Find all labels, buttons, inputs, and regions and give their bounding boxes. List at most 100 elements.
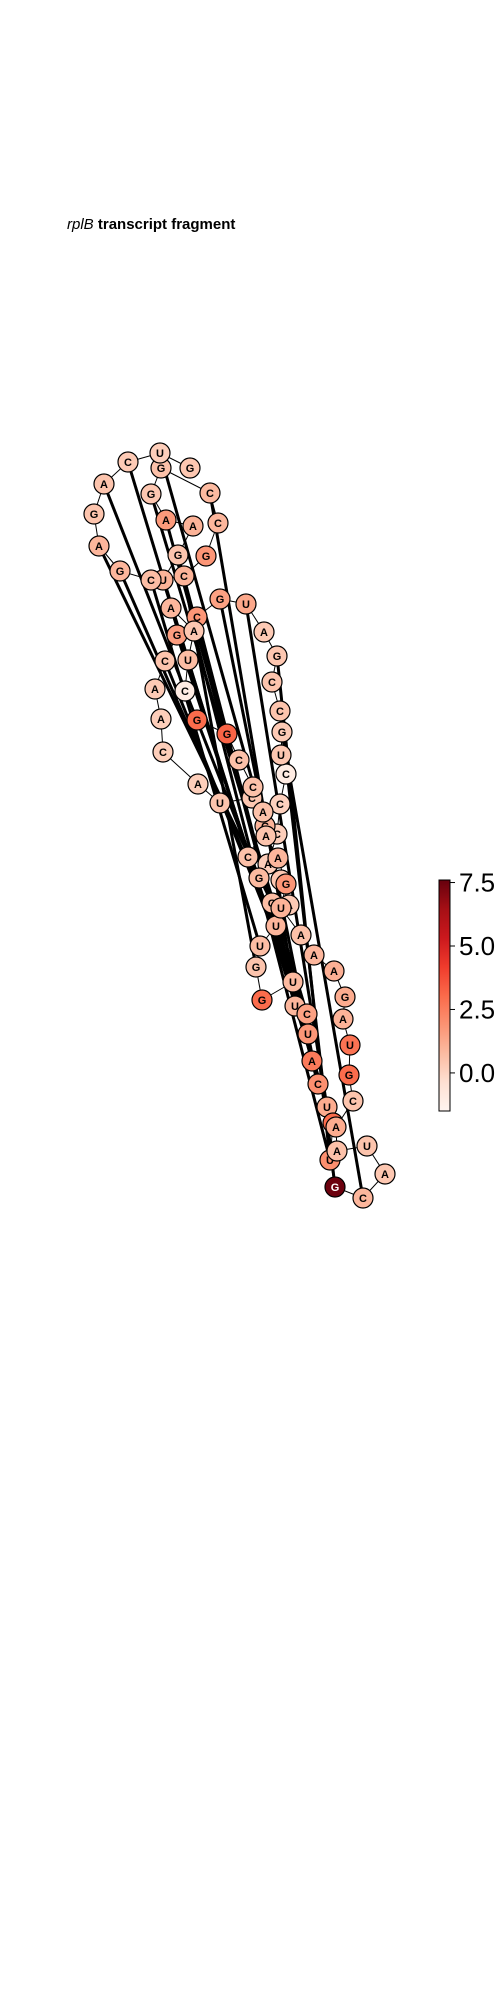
nucleotide: A: [183, 620, 205, 642]
nucleotide-label: G: [174, 550, 183, 562]
nucleotide-circle: [93, 473, 115, 495]
nucleotide: A: [155, 509, 177, 531]
nucleotide-circle: [249, 935, 271, 957]
nucleotide-label: C: [161, 656, 169, 668]
nucleotide-label: C: [249, 782, 257, 794]
nucleotide-circle: [356, 1135, 378, 1157]
nucleotide: U: [339, 1034, 361, 1056]
nucleotide-label: C: [282, 769, 290, 781]
nucleotide-label: A: [194, 779, 202, 791]
nucleotide-label: U: [291, 1001, 299, 1013]
nucleotide-nodes: ACACCCUGCCGAUGCGCAACAUCCCGGUUGGUUCUACUGU…: [83, 442, 396, 1209]
nucleotide-label: G: [273, 651, 282, 663]
nucleotide: G: [275, 873, 297, 895]
nucleotide-label: A: [189, 521, 197, 533]
nucleotide-circle: [154, 650, 176, 672]
nucleotide: C: [307, 1073, 329, 1095]
nucleotide-circle: [160, 597, 182, 619]
nucleotide-circle: [282, 971, 304, 993]
colorbar-tick-label: 2.5: [459, 994, 495, 1024]
nucleotide-label: C: [159, 747, 167, 759]
colorbar-tick-label: 0.0: [459, 1058, 495, 1088]
nucleotide-label: U: [242, 599, 250, 611]
nucleotide: C: [342, 1090, 364, 1112]
nucleotide-label: A: [339, 1014, 347, 1026]
nucleotide: G: [109, 560, 131, 582]
nucleotide-circle: [186, 709, 208, 731]
nucleotide: C: [173, 565, 195, 587]
nucleotide-label: C: [273, 829, 281, 841]
nucleotide-label: C: [303, 1009, 311, 1021]
nucleotide: G: [334, 986, 356, 1008]
nucleotide-label: C: [235, 755, 243, 767]
nucleotide-circle: [88, 535, 110, 557]
nucleotide-circle: [270, 744, 292, 766]
nucleotide-label: A: [260, 627, 268, 639]
nucleotide-circle: [209, 588, 231, 610]
nucleotide-label: U: [346, 1040, 354, 1052]
nucleotide-circle: [216, 723, 238, 745]
nucleotide: C: [269, 700, 291, 722]
nucleotide-circle: [83, 503, 105, 525]
nucleotide-label: G: [186, 463, 195, 475]
nucleotide: C: [174, 680, 196, 702]
nucleotide-circle: [255, 825, 277, 847]
nucleotide-circle: [199, 482, 221, 504]
nucleotide-circle: [140, 569, 162, 591]
nucleotide: A: [182, 515, 204, 537]
nucleotide-circle: [352, 1187, 374, 1209]
nucleotide: C: [261, 671, 283, 693]
nucleotide-label: A: [157, 714, 165, 726]
nucleotide-label: G: [90, 509, 99, 521]
nucleotide-label: C: [349, 1096, 357, 1108]
nucleotide: A: [150, 708, 172, 730]
colorbar-gradient: [438, 879, 451, 1112]
nucleotide-label: U: [326, 1155, 334, 1167]
nucleotide: A: [144, 678, 166, 700]
nucleotide-label: G: [282, 879, 291, 891]
colorbar-tick-label: 5.0: [459, 931, 495, 961]
nucleotide-label: G: [258, 995, 267, 1007]
nucleotide: C: [207, 512, 229, 534]
nucleotide-circle: [342, 1090, 364, 1112]
nucleotide-label: A: [100, 479, 108, 491]
nucleotide-label: A: [262, 831, 270, 843]
nucleotide-label: A: [95, 541, 103, 553]
nucleotide: U: [149, 442, 171, 464]
base-pair-bond: [192, 630, 332, 1161]
nucleotide-label: A: [381, 1169, 389, 1181]
nucleotide: A: [252, 801, 274, 823]
nucleotide: G: [167, 544, 189, 566]
nucleotide-circle: [155, 509, 177, 531]
nucleotide-circle: [326, 1140, 348, 1162]
nucleotide: A: [323, 960, 345, 982]
nucleotide: C: [199, 482, 221, 504]
nucleotide-circle: [332, 1008, 354, 1030]
nucleotide-label: A: [167, 603, 175, 615]
nucleotide-label: U: [304, 1029, 312, 1041]
nucleotide-circle: [187, 773, 209, 795]
nucleotide-label: A: [332, 1122, 340, 1134]
nucleotide: G: [271, 721, 293, 743]
nucleotide: U: [282, 971, 304, 993]
nucleotide-label: C: [314, 1079, 322, 1091]
nucleotide: A: [253, 621, 275, 643]
nucleotide-circle: [325, 1116, 347, 1138]
nucleotide-circle: [270, 897, 292, 919]
nucleotide-circle: [209, 792, 231, 814]
nucleotide: C: [237, 846, 259, 868]
nucleotide-label: C: [248, 793, 256, 805]
nucleotide-circle: [269, 793, 291, 815]
nucleotide-circle: [252, 801, 274, 823]
nucleotide: G: [324, 1176, 346, 1198]
nucleotide-circle: [290, 924, 312, 946]
nucleotide: U: [249, 935, 271, 957]
nucleotide: G: [245, 956, 267, 978]
nucleotide-circle: [334, 986, 356, 1008]
nucleotide-circle: [297, 1023, 319, 1045]
nucleotide: G: [248, 867, 270, 889]
nucleotide-label: G: [345, 1070, 354, 1082]
nucleotide: C: [152, 741, 174, 763]
nucleotide-label: G: [147, 489, 156, 501]
base-pair-bond: [97, 545, 274, 904]
